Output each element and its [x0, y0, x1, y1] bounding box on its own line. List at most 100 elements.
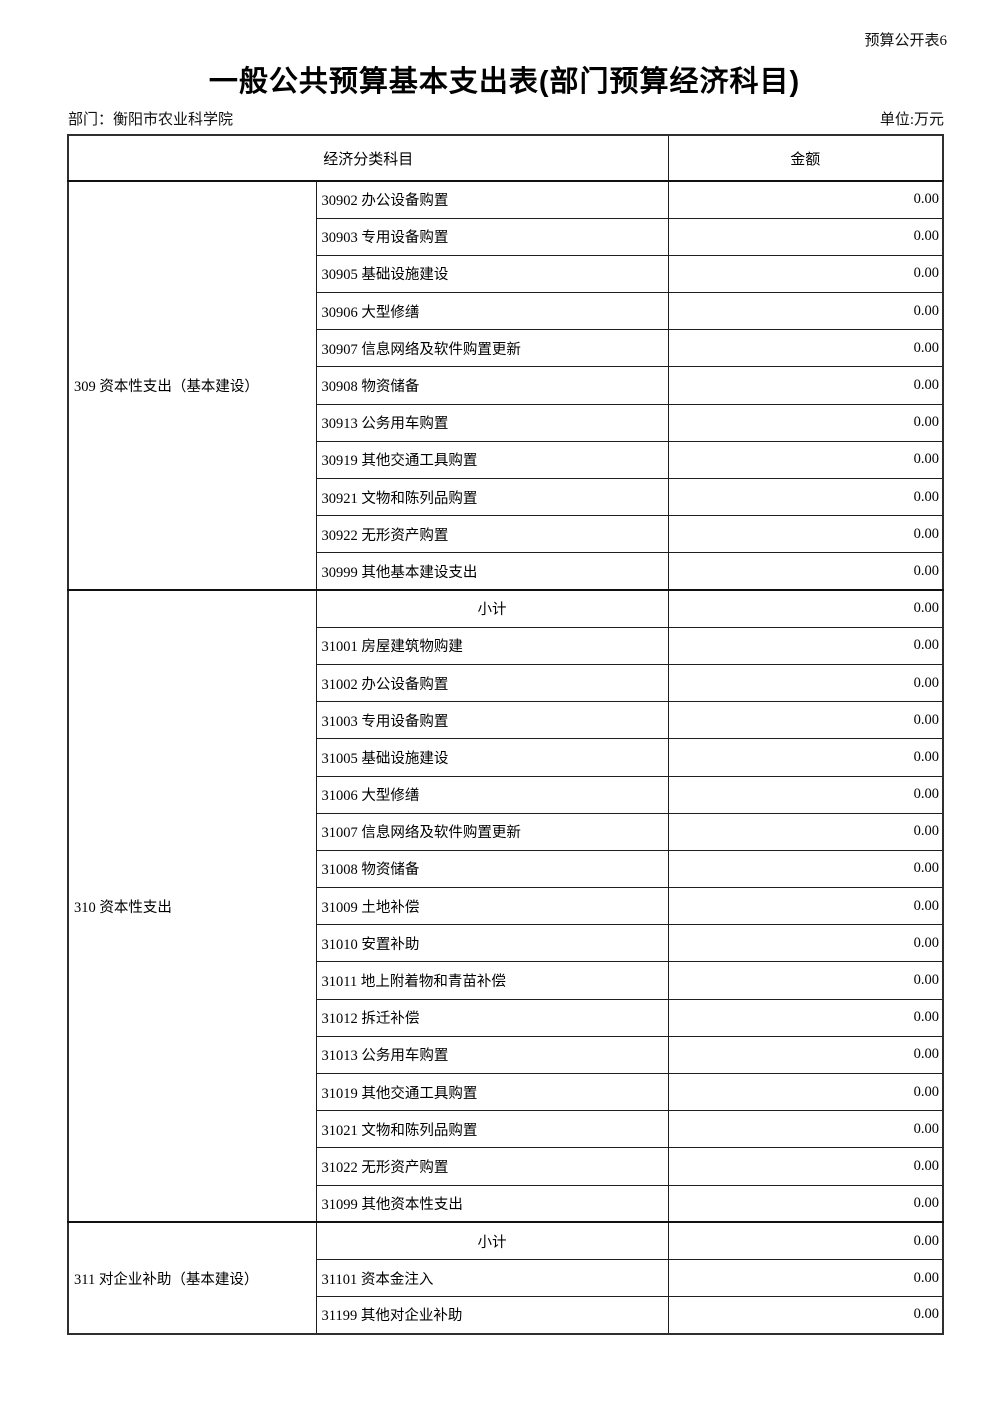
amount-cell: 0.00	[667, 1258, 944, 1298]
table-row: 30907 信息网络及软件购置更新 0.00	[68, 329, 944, 368]
page-title: 一般公共预算基本支出表(部门预算经济科目)	[208, 66, 801, 98]
table-row: 30908 物资储备 0.00	[68, 366, 944, 405]
item-cell: 30913 公务用车购置	[315, 403, 669, 442]
item-cell: 30919 其他交通工具购置	[315, 440, 669, 480]
table-row: 30913 公务用车购置 0.00	[68, 403, 944, 442]
item-cell: 30903 专用设备购置	[315, 217, 669, 256]
item-cell: 30907 信息网络及软件购置更新	[315, 329, 669, 368]
unit-label: 单位:万元	[879, 112, 944, 128]
item-cell: 31002 办公设备购置	[315, 663, 669, 703]
table-row: 30906 大型修缮 0.00	[68, 292, 944, 331]
amount-cell: 0.00	[667, 254, 944, 294]
item-cell: 30999 其他基本建设支出	[315, 552, 669, 591]
amount-cell: 0.00	[667, 292, 944, 331]
table-row: 31013 公务用车购置 0.00	[68, 1035, 944, 1075]
item-cell: 31199 其他对企业补助	[315, 1296, 669, 1335]
meta-row: 部门：衡阳市农业科学院 单位:万元	[68, 108, 944, 129]
group-cell: 310 资本性支出	[67, 589, 317, 1223]
item-cell: 31010 安置补助	[315, 924, 669, 963]
amount-cell: 0.00	[667, 515, 944, 554]
group-cell: 311 对企业补助（基本建设）	[67, 1221, 317, 1335]
amount-cell: 0.00	[667, 1147, 944, 1186]
amount-cell: 0.00	[667, 849, 944, 889]
amount-cell: 0.00	[667, 1110, 944, 1149]
item-cell: 31101 资本金注入	[315, 1258, 669, 1298]
amount-cell: 0.00	[667, 998, 944, 1037]
item-cell: 31011 地上附着物和青苗补偿	[315, 961, 669, 1000]
table-row: 30921 文物和陈列品购置 0.00	[68, 477, 944, 517]
amount-cell: 0.00	[667, 1035, 944, 1075]
table-row: 31002 办公设备购置 0.00	[68, 663, 944, 703]
item-cell: 31019 其他交通工具购置	[315, 1072, 669, 1112]
item-cell: 31005 基础设施建设	[315, 738, 669, 777]
amount-cell: 0.00	[667, 180, 944, 219]
group-cell: 309 资本性支出（基本建设）	[67, 180, 317, 591]
item-cell: 31001 房屋建筑物购建	[315, 626, 669, 665]
item-cell: 31012 拆迁补偿	[315, 998, 669, 1037]
amount-cell: 0.00	[667, 366, 944, 405]
table-row: 310 资本性支出 小计 0.00	[67, 589, 944, 1223]
table-row: 30903 专用设备购置 0.00	[68, 217, 944, 256]
table-row: 30999 其他基本建设支出 0.00	[68, 552, 944, 591]
budget-table: 经济分类科目 金额 309 资本性支出（基本建设） 30902 办公设备购置 0.0…	[67, 134, 945, 1335]
amount-cell: 0.00	[667, 589, 944, 628]
table-row: 31006 大型修缮 0.00	[68, 775, 944, 814]
table-header-amount: 金额	[667, 134, 944, 182]
amount-cell: 0.00	[667, 663, 944, 703]
amount-cell: 0.00	[667, 961, 944, 1000]
item-cell: 30922 无形资产购置	[315, 515, 669, 554]
table-row: 309 资本性支出（基本建设） 30902 办公设备购置 0.00	[67, 180, 944, 591]
item-cell: 31099 其他资本性支出	[315, 1184, 669, 1223]
table-row: 31199 其他对企业补助 0.00	[68, 1296, 944, 1335]
amount-cell: 0.00	[667, 440, 944, 480]
amount-cell: 0.00	[667, 217, 944, 256]
amount-cell: 0.00	[667, 1221, 944, 1260]
item-cell: 31013 公务用车购置	[315, 1035, 669, 1075]
amount-cell: 0.00	[667, 738, 944, 777]
table-row: 31003 专用设备购置 0.00	[68, 701, 944, 740]
table-header-row: 经济分类科目 金额	[67, 134, 944, 182]
table-row: 30905 基础设施建设 0.00	[68, 254, 944, 294]
item-cell: 31006 大型修缮	[315, 775, 669, 814]
subtotal-cell: 小计	[315, 589, 669, 628]
item-cell: 31021 文物和陈列品购置	[315, 1110, 669, 1149]
table-header-subject: 经济分类科目	[67, 134, 669, 182]
amount-cell: 0.00	[667, 626, 944, 665]
item-cell: 30906 大型修缮	[315, 292, 669, 331]
table-row: 311 对企业补助（基本建设） 小计 0.00	[67, 1221, 944, 1335]
amount-cell: 0.00	[667, 1184, 944, 1223]
department-label: 部门：衡阳市农业科学院	[68, 112, 234, 128]
amount-cell: 0.00	[667, 1072, 944, 1112]
item-cell: 31007 信息网络及软件购置更新	[315, 812, 669, 851]
table-row: 30919 其他交通工具购置 0.00	[68, 440, 944, 480]
table-row: 31011 地上附着物和青苗补偿 0.00	[68, 961, 944, 1000]
item-cell: 31003 专用设备购置	[315, 701, 669, 740]
amount-cell: 0.00	[667, 403, 944, 442]
item-cell: 31008 物资储备	[315, 849, 669, 889]
table-row: 31005 基础设施建设 0.00	[68, 738, 944, 777]
item-cell: 31022 无形资产购置	[315, 1147, 669, 1186]
item-cell: 30902 办公设备购置	[315, 180, 669, 219]
table-row: 30922 无形资产购置 0.00	[68, 515, 944, 554]
amount-cell: 0.00	[667, 552, 944, 591]
amount-cell: 0.00	[667, 924, 944, 963]
table-row: 31008 物资储备 0.00	[68, 849, 944, 889]
table-row: 31021 文物和陈列品购置 0.00	[68, 1110, 944, 1149]
table-row: 31001 房屋建筑物购建 0.00	[68, 626, 944, 665]
table-row: 31019 其他交通工具购置 0.00	[68, 1072, 944, 1112]
amount-cell: 0.00	[667, 701, 944, 740]
item-cell: 30921 文物和陈列品购置	[315, 477, 669, 517]
budget-table-body: 309 资本性支出（基本建设） 30902 办公设备购置 0.00 30903 专用设…	[67, 180, 944, 1335]
amount-cell: 0.00	[667, 477, 944, 517]
item-cell: 30908 物资储备	[315, 366, 669, 405]
subtotal-cell: 小计	[315, 1221, 669, 1260]
amount-cell: 0.00	[667, 775, 944, 814]
amount-cell: 0.00	[667, 1296, 944, 1335]
item-cell: 31009 土地补偿	[315, 887, 669, 926]
table-row: 31099 其他资本性支出 0.00	[68, 1184, 944, 1223]
doc-number-label: 预算公开表6	[864, 33, 947, 49]
amount-cell: 0.00	[667, 887, 944, 926]
table-row: 31007 信息网络及软件购置更新 0.00	[68, 812, 944, 851]
amount-cell: 0.00	[667, 329, 944, 368]
